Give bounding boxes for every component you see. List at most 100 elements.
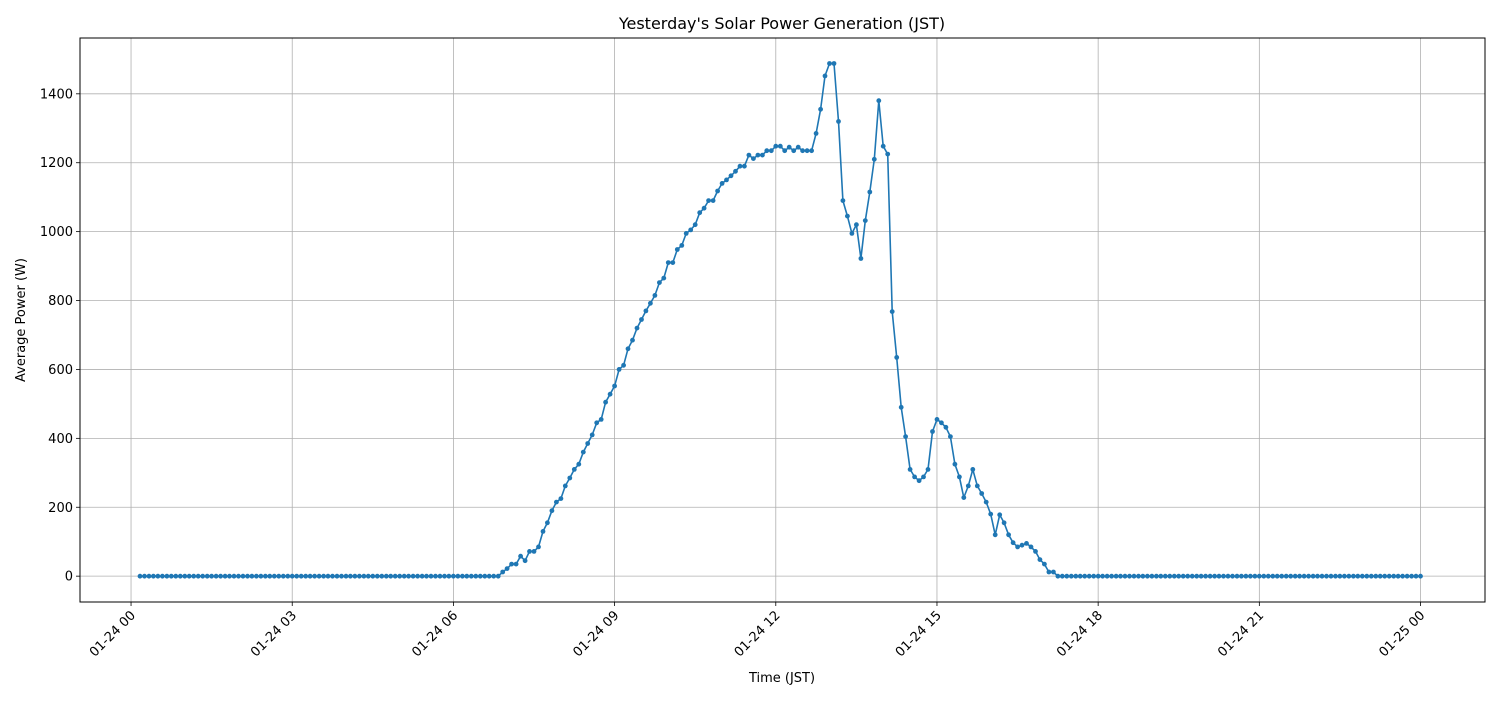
data-point [809,148,814,154]
data-point [773,143,779,149]
data-point [361,573,367,579]
data-point [1261,573,1267,579]
y-axis: 0 200 400 600 800 1000 1200 1400 [40,87,80,585]
data-point [1055,573,1061,579]
data-point [585,441,591,446]
data-point [182,573,188,579]
data-point [1297,573,1302,579]
data-point [661,275,667,281]
data-point [612,383,617,389]
chart-title: Yesterday's Solar Power Generation (JST) [618,14,945,33]
data-point [155,573,161,579]
data-point [415,573,420,579]
data-point [733,168,738,174]
data-point [1118,573,1123,579]
data-point [424,573,429,579]
data-point [845,213,850,219]
data-point [1252,573,1258,579]
data-point [410,573,416,579]
data-point [1167,573,1173,579]
data-point [1346,573,1352,579]
data-point [352,573,358,579]
data-point [1189,573,1195,579]
data-point [965,483,971,489]
data-point [889,309,895,314]
data-point [1001,520,1007,526]
data-point [191,573,197,579]
data-point [943,424,949,430]
data-point [1225,573,1231,579]
data-point [1082,573,1088,579]
data-point [1351,573,1356,579]
data-point [755,152,761,158]
data-point [240,573,246,579]
data-point [1234,573,1240,579]
data-point [813,131,819,136]
data-point [710,198,716,204]
data-point [236,573,241,579]
data-point [1301,573,1307,579]
y-tick-label: 800 [48,294,73,309]
data-point [1400,573,1405,579]
data-point [907,467,913,472]
data-point [321,573,326,579]
data-point [760,152,765,158]
data-point [513,561,519,567]
data-point [934,417,940,422]
data-point [164,573,170,579]
data-point [334,573,340,579]
data-point [764,148,770,154]
data-point [957,474,962,480]
y-tick-label: 1200 [40,156,73,171]
data-point [648,300,653,306]
x-tick-label: 01-24 09 [570,608,622,660]
data-point [674,247,680,252]
data-point [782,148,788,154]
data-point [688,227,694,233]
data-point [652,293,658,298]
data-point [209,573,215,579]
grid [80,38,1485,602]
data-point [1364,573,1370,579]
data-point [1328,573,1334,579]
x-tick-label: 01-25 00 [1376,608,1428,660]
data-point [948,434,953,439]
data-point [952,461,958,467]
data-point [795,144,801,150]
data-point [330,573,335,579]
data-point [1409,573,1414,579]
data-point [974,483,980,489]
data-point [1243,573,1249,579]
data-point [383,573,389,579]
x-axis: 01-24 00 01-24 03 01-24 06 01-24 09 01-24 12… [87,602,1428,660]
data-point [692,222,698,228]
data-point [486,573,492,579]
data-point [706,198,711,204]
data-point [316,573,322,579]
y-axis-label: Average Power (W) [14,258,29,382]
data-point [876,98,882,104]
data-point [1292,573,1298,579]
data-point [554,499,559,505]
data-point [1279,573,1285,579]
data-point [912,474,917,480]
data-point [1212,573,1217,579]
y-tick-label: 400 [48,432,73,447]
data-point [142,573,147,579]
data-point [786,144,792,150]
data-point [1248,573,1253,579]
data-point [1010,540,1016,546]
data-point [186,573,192,579]
data-point [1024,541,1029,546]
data-point [701,205,707,211]
x-tick-label: 01-24 03 [248,608,300,660]
data-point [1377,573,1383,579]
data-point [1418,573,1423,579]
data-point [737,163,743,169]
data-point [357,573,362,579]
data-point [849,231,855,236]
data-point [294,573,300,579]
data-point [746,152,752,158]
data-point [603,399,608,405]
data-point [768,148,774,154]
